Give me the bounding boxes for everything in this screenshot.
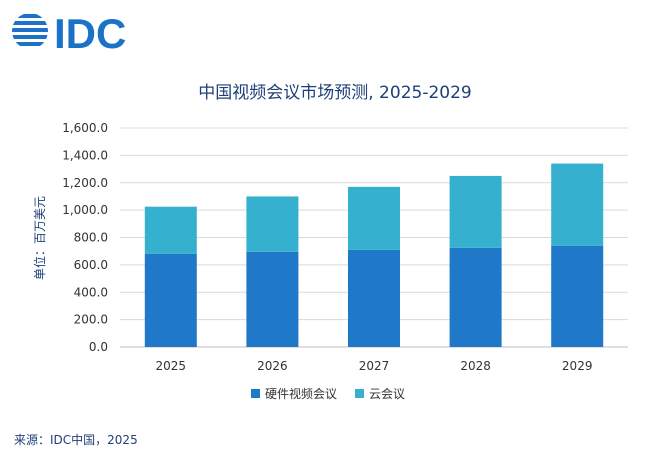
x-tick-label: 2025 xyxy=(156,359,187,373)
bar-segment xyxy=(551,163,604,246)
idc-logo: IDC xyxy=(12,10,126,56)
legend: 硬件视频会议 云会议 xyxy=(251,386,405,401)
y-tick-label: 1,400.0 xyxy=(62,148,108,162)
source-note: 来源：IDC中国，2025 xyxy=(14,432,138,447)
x-tick-label: 2026 xyxy=(257,359,288,373)
bar-segment xyxy=(246,251,299,347)
bar-segment xyxy=(551,245,604,347)
bar-segment xyxy=(246,196,299,252)
y-axis-label: 单位：百万美元 xyxy=(32,196,47,280)
globe-icon xyxy=(12,14,48,46)
y-tick-label: 1,000.0 xyxy=(62,203,108,217)
y-tick-label: 800.0 xyxy=(74,231,108,245)
bars xyxy=(144,163,604,347)
bar-segment xyxy=(348,249,400,347)
chart-title: 中国视频会议市场预测, 2025-2029 xyxy=(198,83,471,103)
y-tick-label: 0.0 xyxy=(89,340,108,354)
legend-label: 硬件视频会议 xyxy=(265,386,337,401)
y-tick-label: 600.0 xyxy=(74,258,108,272)
y-tick-label: 400.0 xyxy=(74,285,108,299)
bar-segment xyxy=(449,175,502,248)
bar-segment xyxy=(449,247,502,347)
y-tick-label: 1,600.0 xyxy=(62,121,108,135)
legend-swatch xyxy=(251,389,260,398)
bar-segment xyxy=(144,206,197,254)
y-tick-label: 1,200.0 xyxy=(62,176,108,190)
logo-text: IDC xyxy=(54,10,126,56)
y-tick-labels: 0.0 200.0 400.0 600.0 800.0 1,000.0 1,200.0 1,4… xyxy=(62,121,108,354)
legend-label: 云会议 xyxy=(369,387,405,401)
x-tick-labels: 2025 2026 2027 2028 2029 xyxy=(156,359,593,373)
x-tick-label: 2027 xyxy=(359,359,390,373)
x-tick-label: 2028 xyxy=(460,359,491,373)
y-tick-label: 200.0 xyxy=(74,313,108,327)
bar-segment xyxy=(348,186,400,250)
legend-swatch xyxy=(355,389,364,398)
x-tick-label: 2029 xyxy=(562,359,593,373)
bar-segment xyxy=(144,253,197,347)
